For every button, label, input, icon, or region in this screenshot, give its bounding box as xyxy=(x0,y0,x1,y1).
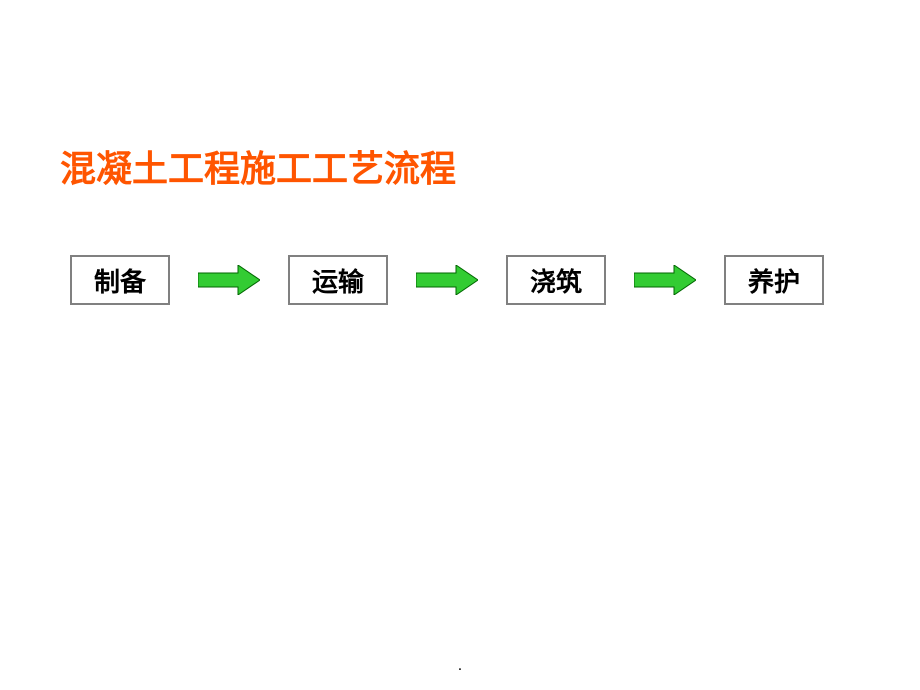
flow-node-1: 运输 xyxy=(288,255,388,305)
flow-arrow-0 xyxy=(198,265,260,295)
flow-node-3: 养护 xyxy=(724,255,824,305)
flow-arrow-1 xyxy=(416,265,478,295)
page-title: 混凝土工程施工工艺流程 xyxy=(60,140,456,192)
footer-text: . xyxy=(458,657,462,675)
flowchart-container: 制备 运输 浇筑 养护 xyxy=(70,255,824,305)
flow-arrow-2 xyxy=(634,265,696,295)
flow-node-2: 浇筑 xyxy=(506,255,606,305)
flow-node-0: 制备 xyxy=(70,255,170,305)
